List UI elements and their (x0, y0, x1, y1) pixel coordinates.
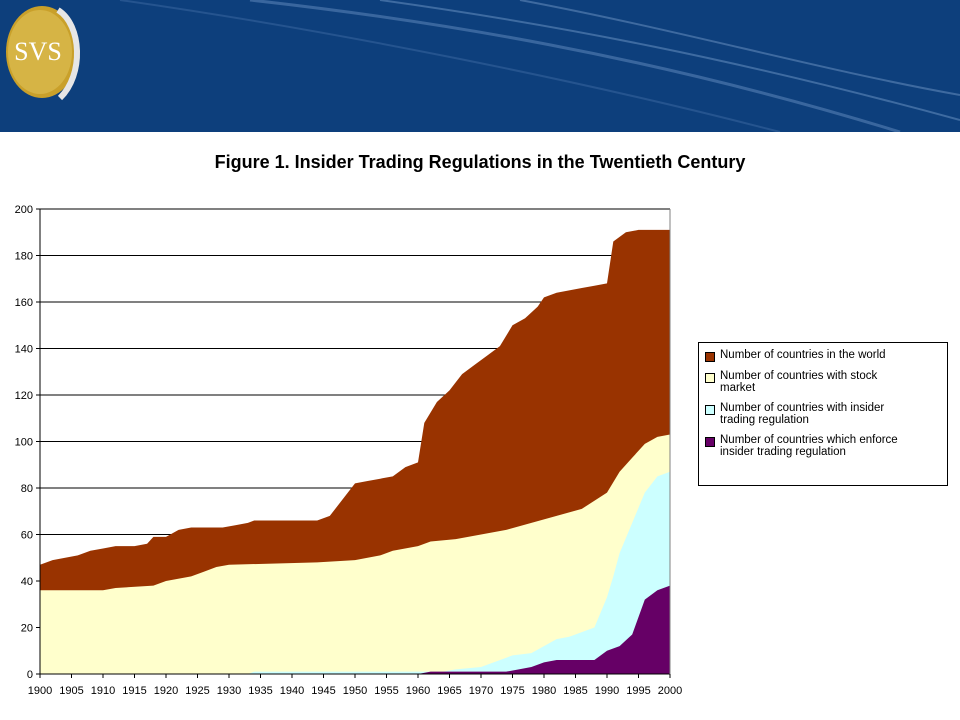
y-tick-label: 100 (15, 437, 33, 449)
x-tick-label: 1940 (280, 685, 304, 697)
legend-item-enforce: Number of countries which enforce inside… (705, 434, 941, 458)
legend-label: Number of countries with insider trading… (720, 402, 885, 426)
header-swoosh (119, 0, 960, 132)
area-stock (40, 434, 670, 674)
x-tick-label: 1960 (406, 685, 430, 697)
x-tick-label: 1985 (563, 685, 587, 697)
chart-title: Figure 1. Insider Trading Regulations in… (214, 152, 746, 172)
legend-label: Number of countries with stock market (720, 370, 878, 394)
y-tick-label: 180 (15, 251, 33, 263)
y-tick-label: 20 (21, 623, 33, 635)
x-tick-label: 1970 (469, 685, 493, 697)
logo-text: SVS (14, 37, 62, 66)
x-tick-label: 1930 (217, 685, 241, 697)
areas (40, 229, 670, 675)
legend-label: Number of countries which enforce inside… (720, 434, 898, 458)
axes: 0 20 40 60 80 100 120 140 160 180 200 1900 1905 1910 1… (15, 204, 683, 697)
x-tick-label: 1965 (437, 685, 461, 697)
x-tick-label: 1980 (532, 685, 556, 697)
x-tick-label: 1925 (185, 685, 209, 697)
y-tick-label: 200 (15, 204, 33, 216)
x-tick-label: 1945 (311, 685, 335, 697)
x-tick-label: 1915 (122, 685, 146, 697)
x-tick-label: 1995 (626, 685, 650, 697)
legend-item-world: Number of countries in the world (705, 349, 941, 362)
x-tick-label: 2000 (658, 685, 682, 697)
legend-swatch-enforce (705, 437, 715, 447)
svs-logo: SVS (6, 6, 80, 101)
x-tick-label: 1900 (28, 685, 52, 697)
x-tick-label: 1905 (59, 685, 83, 697)
area-chart: 0 20 40 60 80 100 120 140 160 180 200 1900 1905 1910 1… (15, 204, 683, 697)
legend-label: Number of countries in the world (720, 349, 886, 361)
header-banner: SVS (0, 0, 960, 132)
legend: Number of countries in the world Number … (698, 342, 948, 486)
x-tick-label: 1920 (154, 685, 178, 697)
x-tick-label: 1910 (91, 685, 115, 697)
y-tick-label: 0 (27, 669, 33, 681)
legend-swatch-insider (705, 405, 715, 415)
x-tick-label: 1935 (248, 685, 272, 697)
y-tick-label: 120 (15, 390, 33, 402)
y-tick-label: 140 (15, 344, 33, 356)
x-tick-label: 1950 (343, 685, 367, 697)
y-tick-label: 80 (21, 483, 33, 495)
y-tick-label: 40 (21, 576, 33, 588)
area-enforce (40, 585, 670, 674)
legend-item-stock: Number of countries with stock market (705, 370, 941, 394)
legend-item-insider: Number of countries with insider trading… (705, 402, 941, 426)
legend-swatch-world (705, 352, 715, 362)
legend-swatch-stock (705, 373, 715, 383)
y-tick-label: 60 (21, 530, 33, 542)
x-tick-label: 1975 (500, 685, 524, 697)
x-tick-label: 1990 (595, 685, 619, 697)
y-tick-label: 160 (15, 297, 33, 309)
x-tick-label: 1955 (374, 685, 398, 697)
